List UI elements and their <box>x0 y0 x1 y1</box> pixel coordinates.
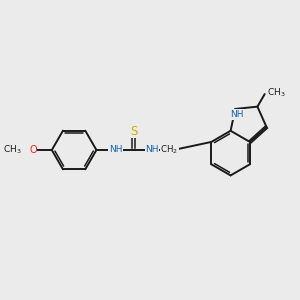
Text: CH$_3$: CH$_3$ <box>3 144 22 156</box>
Text: O: O <box>29 145 37 155</box>
Text: CH$_3$: CH$_3$ <box>267 86 286 99</box>
Text: S: S <box>130 124 137 137</box>
Text: NH: NH <box>145 146 159 154</box>
Text: NH: NH <box>109 146 122 154</box>
Text: NH: NH <box>230 110 244 119</box>
Text: CH$_2$: CH$_2$ <box>160 144 178 156</box>
